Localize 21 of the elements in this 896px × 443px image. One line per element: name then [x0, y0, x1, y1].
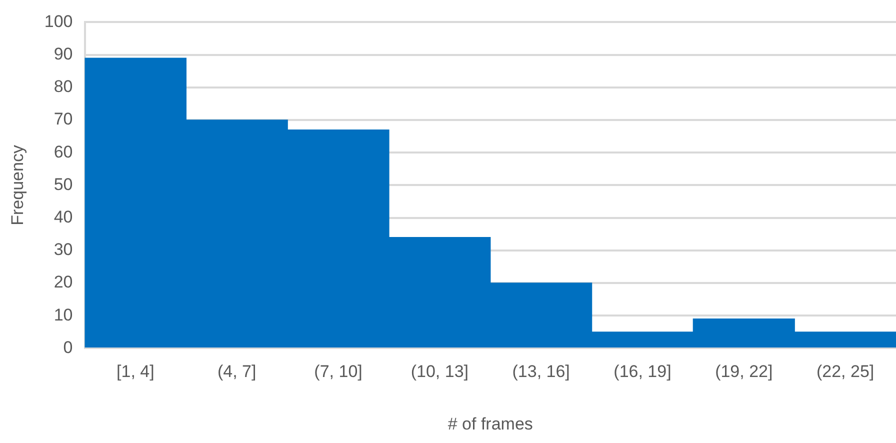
- x-tick-label: (19, 22]: [715, 362, 773, 382]
- x-tick-label: [1, 4]: [116, 362, 154, 382]
- y-tick-label: 20: [54, 272, 73, 292]
- y-tick-label: 70: [54, 110, 73, 129]
- y-tick-label: 60: [54, 142, 73, 162]
- y-tick-label: 80: [54, 77, 73, 96]
- y-tick-label: 100: [44, 12, 73, 31]
- x-tick-label: (7, 10]: [314, 362, 362, 382]
- y-tick-label: 30: [54, 240, 73, 260]
- y-tick-label: 0: [63, 338, 73, 357]
- x-tick-label: (10, 13]: [410, 362, 469, 382]
- x-axis-title: # of frames: [448, 414, 533, 434]
- x-tick-label: (22, 25]: [816, 362, 874, 382]
- x-tick-label: (4, 7]: [217, 362, 256, 382]
- x-tick-label: (13, 16]: [512, 362, 570, 382]
- y-tick-label: 90: [54, 44, 73, 64]
- x-tick-label: (16, 19]: [614, 362, 672, 382]
- y-tick-label: 40: [54, 207, 73, 226]
- y-tick-label: 50: [54, 174, 73, 194]
- y-tick-label: 10: [54, 305, 73, 324]
- y-axis-title: Frequency: [8, 144, 27, 226]
